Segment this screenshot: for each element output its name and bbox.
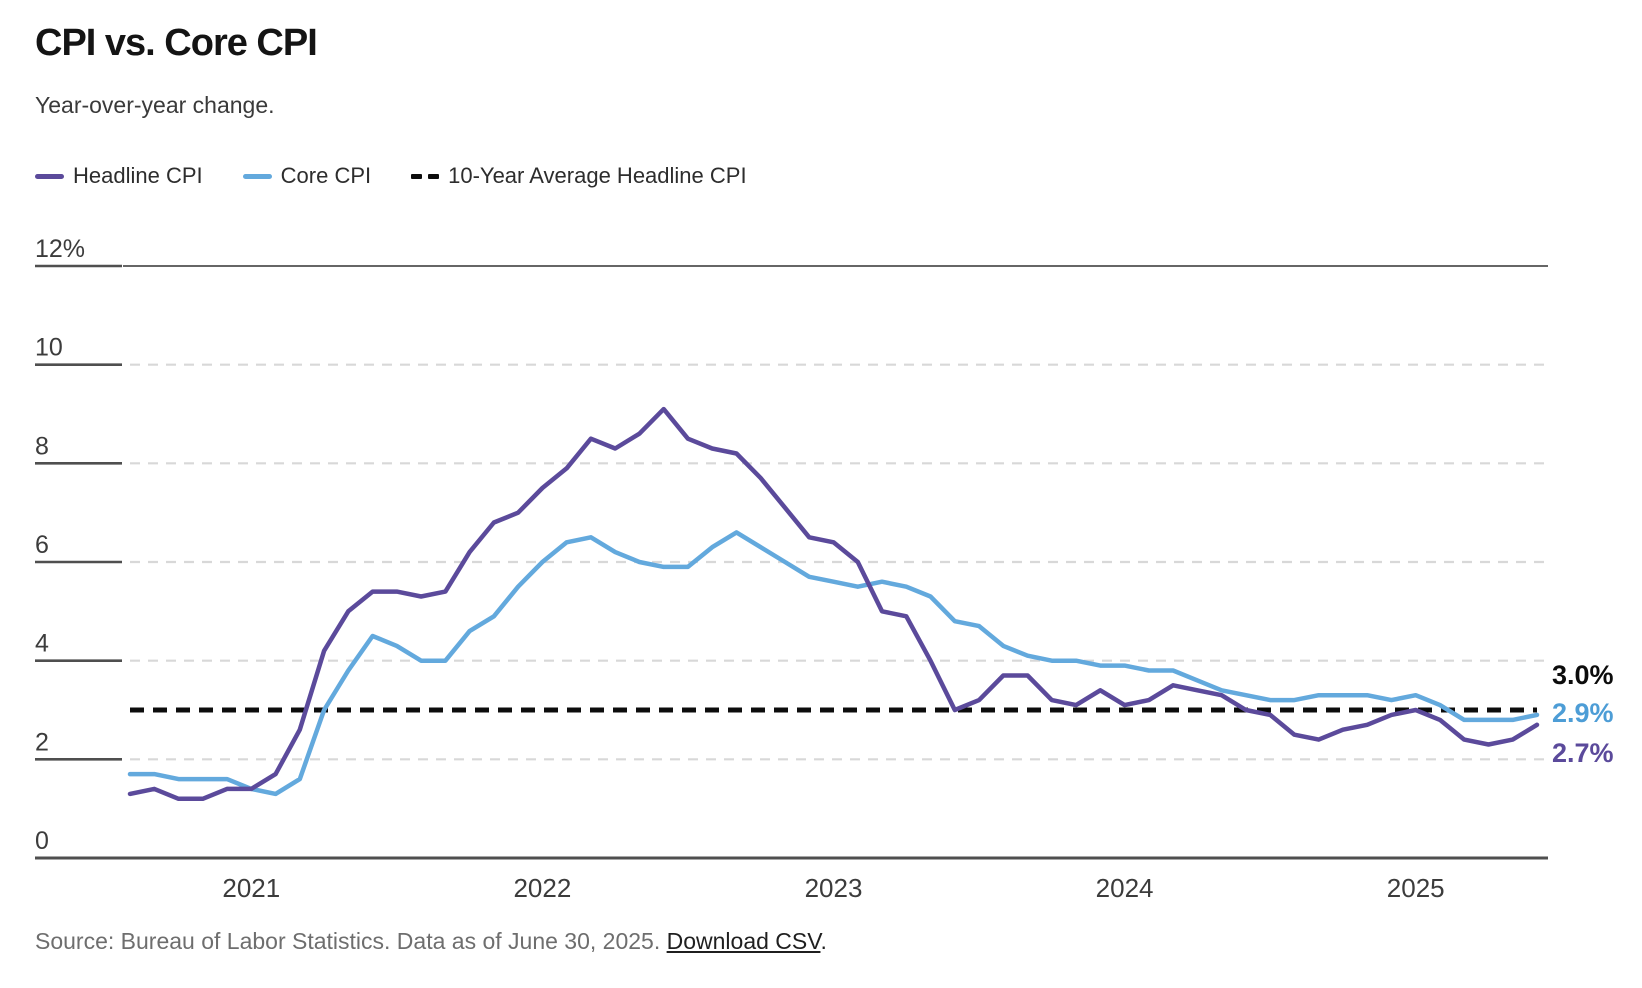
end-label-headline-cpi: 2.7%: [1552, 738, 1614, 768]
dash-segment: [411, 173, 423, 179]
chart-subtitle: Year-over-year change.: [35, 92, 275, 118]
legend-item-core-cpi: Core CPI: [242, 163, 372, 189]
xtick-label-2022: 2022: [513, 873, 571, 903]
ytick-label-6: 6: [35, 531, 49, 559]
end-label-core-cpi: 2.9%: [1552, 698, 1614, 728]
legend-label-core-cpi: Core CPI: [280, 163, 372, 188]
legend-label-10yr-average: 10-Year Average Headline CPI: [448, 163, 747, 188]
headline-cpi-line: [127, 406, 1540, 802]
source-period: .: [820, 928, 827, 954]
xtick-label-2023: 2023: [805, 873, 863, 903]
xtick-label-2024: 2024: [1096, 873, 1154, 903]
ytick-label-10: 10: [35, 334, 63, 362]
page-title: CPI vs. Core CPI: [35, 22, 318, 64]
xtick-label-2025: 2025: [1387, 873, 1445, 903]
core-line-swatch: [242, 173, 272, 179]
xtick-label-2021: 2021: [222, 873, 280, 903]
ytick-label-12: 12%: [35, 235, 85, 263]
ytick-label-4: 4: [35, 630, 49, 658]
cpi-line-chart: 12% 10 8 6 4 2 0 2021 2022 2023 2024 2025 3.0% 2.9% 2.…: [35, 235, 1614, 903]
dash-segment: [428, 173, 440, 179]
core-cpi-line: [127, 530, 1540, 797]
legend-label-headline-cpi: Headline CPI: [73, 163, 203, 188]
ytick-label-8: 8: [35, 432, 49, 460]
ytick-label-2: 2: [35, 728, 49, 756]
end-label-10-year-average-headline-cpi: 3.0%: [1552, 660, 1614, 690]
headline-line-swatch: [35, 173, 64, 179]
download-csv-link[interactable]: Download CSV: [666, 928, 821, 954]
ytick-label-0: 0: [35, 827, 49, 855]
dashed-line-swatch: [411, 173, 440, 179]
legend-item-headline-cpi: Headline CPI: [35, 163, 203, 189]
legend-item-10yr-average: 10-Year Average Headline CPI: [411, 163, 747, 189]
source-text: Source: Bureau of Labor Statistics. Data…: [35, 928, 667, 954]
source-line: Source: Bureau of Labor Statistics. Data…: [35, 928, 827, 955]
chart-legend: Headline CPI Core CPI 10-Year Average He…: [35, 163, 747, 189]
